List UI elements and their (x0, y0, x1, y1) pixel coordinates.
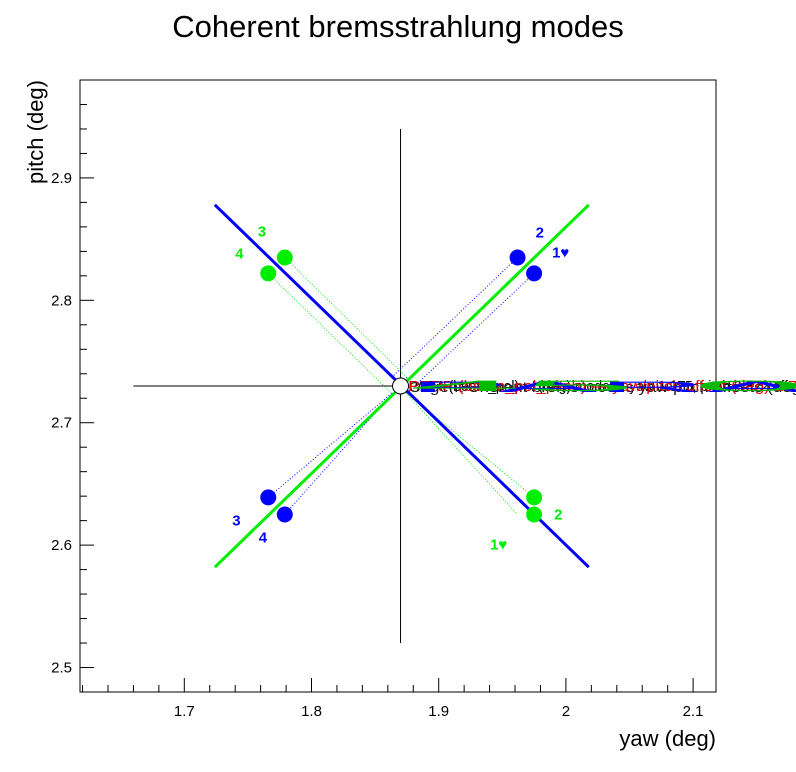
guide-line (284, 257, 408, 378)
mode-label: 2 (536, 224, 544, 241)
y-axis-label: pitch (deg) (23, 80, 48, 184)
y-tick-label: 2.8 (51, 292, 72, 309)
mode-point (526, 489, 543, 506)
mode-labels: 1♥234 1♥234 (232, 223, 569, 553)
center-marker (392, 377, 410, 395)
x-tick-label: 2.1 (683, 703, 704, 720)
y-tick-label: 2.7 (51, 415, 72, 432)
mode-point (276, 506, 293, 523)
guide-line (267, 392, 392, 498)
plot-frame (79, 79, 717, 693)
guide-line (267, 273, 392, 394)
crosshair (133, 128, 402, 644)
axes-ticks: 1.7 1.8 1.9 2 2.1 2.5 2.6 2.7 2.8 2.9 (51, 103, 704, 720)
guide-line (406, 273, 535, 394)
overlap-text: 45 0 (409, 378, 796, 395)
y-tick-label: 2.6 (51, 537, 72, 554)
x-tick-label: 1.7 (174, 703, 195, 720)
y-tick-label: 2.9 (51, 170, 72, 187)
mode-point (526, 265, 543, 282)
mode-point (276, 249, 293, 266)
mode-points (260, 249, 543, 523)
x-axis-label: yaw (deg) (619, 726, 716, 751)
x-tick-label: 2 (562, 703, 570, 720)
chart-title: Coherent bremsstrahlung modes (172, 9, 623, 44)
overlap-text: PARA (409, 379, 796, 396)
y-tick-label: 2.5 (51, 660, 72, 677)
mode-point (526, 506, 543, 523)
mode-point (260, 489, 277, 506)
mode-label: 1♥ (552, 244, 569, 261)
mode-label: 1♥ (490, 537, 507, 554)
mode-label: 3 (258, 223, 266, 240)
mode-label: 3 (232, 512, 240, 529)
mode-point (260, 265, 277, 282)
guide-line (391, 257, 518, 378)
x-tick-label: 1.8 (301, 703, 322, 720)
overlap-text: PARA (beam_pol) ... (deg) mode 1: yaw 1.… (409, 378, 796, 395)
mode-label: 2 (554, 506, 562, 523)
overlapping-annotation: PARA (beam_pol) ... (deg) mode 1: yaw 1.… (392, 377, 796, 396)
mode-point (509, 249, 526, 266)
overlap-text: Cogent Cherent brems modes yaw pitch off… (409, 379, 796, 396)
overlap-text: PERP (beam_pol_pitch) — yaw/pitch offset… (409, 378, 796, 395)
x-tick-label: 1.9 (428, 703, 449, 720)
mode-label: 4 (259, 530, 268, 547)
mode-label: 4 (235, 245, 244, 262)
guide-line (391, 377, 518, 515)
